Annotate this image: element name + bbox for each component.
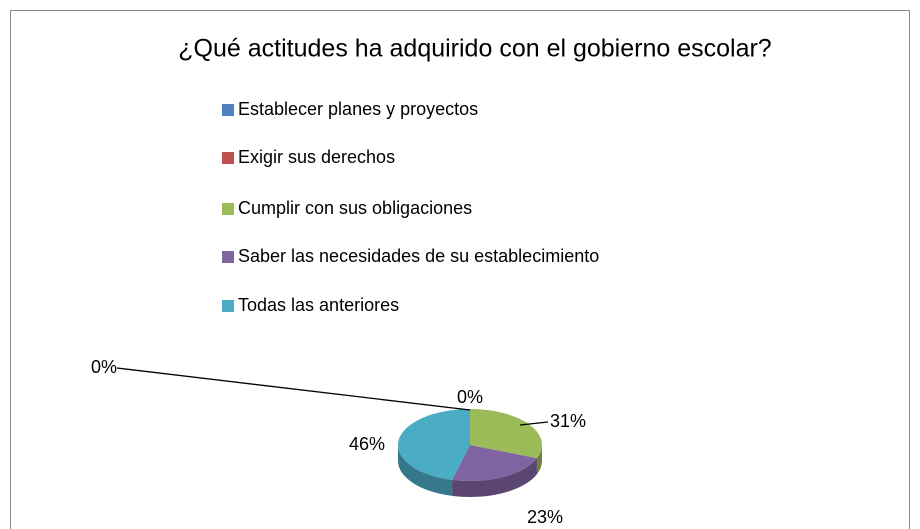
leader-line — [519, 421, 549, 426]
data-label: 23% — [527, 507, 563, 527]
legend-swatch — [222, 104, 234, 116]
pie-side — [452, 458, 537, 497]
legend-swatch — [222, 203, 234, 215]
pie-slice — [470, 409, 542, 459]
data-label: 46% — [349, 434, 385, 454]
data-label: 0% — [91, 357, 117, 377]
data-label: 31% — [550, 411, 586, 431]
pie-side — [398, 445, 453, 496]
data-label: 0% — [457, 387, 483, 407]
legend-label: Todas las anteriores — [238, 295, 399, 315]
legend-label: Establecer planes y proyectos — [238, 99, 478, 119]
pie-slice — [452, 445, 537, 481]
pie-side — [536, 445, 542, 475]
leader-line — [116, 367, 471, 411]
legend-swatch — [222, 152, 234, 164]
legend-label: Exigir sus derechos — [238, 147, 395, 167]
legend-label: Saber las necesidades de su establecimie… — [238, 246, 599, 266]
legend-swatch — [222, 300, 234, 312]
pie-slice — [398, 409, 470, 480]
chart-title: ¿Qué actitudes ha adquirido con el gobie… — [178, 35, 771, 63]
legend-swatch — [222, 251, 234, 263]
legend-label: Cumplir con sus obligaciones — [238, 198, 472, 218]
